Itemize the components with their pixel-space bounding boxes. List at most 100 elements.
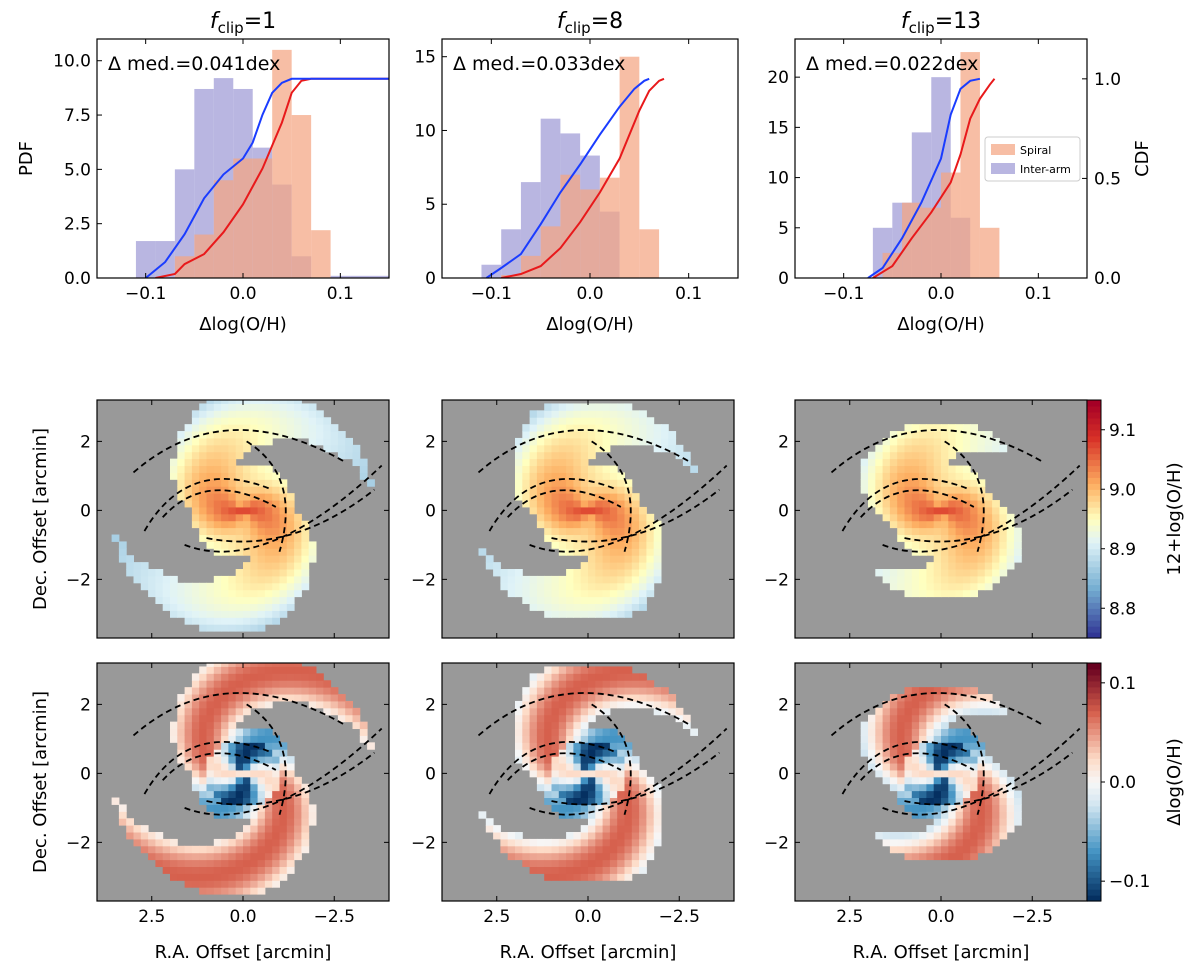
map-pixel — [595, 548, 604, 556]
map-pixel — [588, 410, 596, 418]
map-pixel — [272, 479, 280, 487]
map-pixel — [984, 838, 993, 847]
map-pixel — [573, 603, 582, 611]
map-pixel — [199, 424, 207, 432]
spiral-arm-contour — [477, 429, 691, 474]
map-pixel — [911, 728, 920, 736]
spiral-arm-contour — [551, 488, 720, 543]
map-pixel — [199, 403, 207, 411]
map-pixel — [588, 569, 596, 577]
map-pixel — [617, 472, 625, 480]
map-pixel — [588, 783, 596, 792]
map-pixel — [558, 596, 567, 605]
map-pixel — [646, 534, 655, 542]
map-pixel — [661, 444, 669, 453]
colorbar-segment — [1087, 799, 1101, 807]
map-pixel — [213, 728, 222, 736]
map-pixel — [323, 431, 332, 439]
spiral-arm-contour — [529, 727, 728, 816]
map-pixel — [243, 783, 251, 792]
map-pixel — [948, 694, 957, 702]
map-pixel — [646, 852, 655, 861]
map-pixel — [235, 479, 244, 487]
map-pixel — [631, 520, 640, 529]
map-pixel — [272, 486, 280, 494]
map-pixel — [191, 582, 200, 591]
map-pixel — [257, 596, 266, 605]
map-pixel — [566, 700, 574, 709]
colorbar-frame — [1086, 399, 1102, 639]
map-pixel — [544, 707, 552, 716]
map-pixel — [882, 513, 891, 522]
map-pixel — [257, 410, 266, 418]
map-pixel — [544, 513, 552, 522]
map-pixel — [162, 852, 171, 861]
map-pixel — [882, 763, 891, 771]
map-pixel — [904, 769, 913, 778]
map-pixel — [588, 424, 596, 432]
map-pixel — [235, 797, 244, 805]
map-pixel — [897, 500, 905, 508]
map-pixel — [646, 687, 655, 695]
map-pixel — [529, 763, 538, 771]
map-pixel — [140, 582, 149, 591]
map-pixel — [257, 624, 266, 632]
map-pixel — [941, 742, 949, 750]
map-pixel — [970, 486, 978, 494]
map-pixel — [558, 458, 567, 467]
map-pixel — [962, 513, 971, 522]
map-pixel — [646, 825, 655, 833]
colorbar-segment — [1087, 608, 1101, 615]
map-pixel — [631, 818, 640, 826]
map-pixel — [213, 617, 222, 625]
map-pixel — [941, 451, 949, 460]
map-pixel — [221, 582, 229, 591]
map-pixel — [243, 673, 251, 681]
legend-entry: Inter-arm — [1020, 163, 1071, 176]
map-pixel — [926, 506, 935, 515]
map-pixel — [941, 500, 949, 508]
map-pixel — [566, 410, 574, 418]
y-tick-label: 2 — [425, 432, 436, 452]
y-tick-label: 2 — [80, 432, 91, 452]
map-pixel — [558, 714, 567, 723]
map-pixel — [213, 707, 222, 716]
map-pixel — [624, 589, 633, 598]
map-pixel — [919, 479, 927, 487]
map-pixel — [904, 500, 913, 508]
map-pixel — [919, 804, 927, 812]
map-pixel — [257, 680, 266, 688]
map-pixel — [897, 694, 905, 702]
y-tick-label: 0 — [778, 764, 789, 784]
map-pixel — [235, 783, 244, 792]
map-pixel — [926, 769, 935, 778]
map-pixel — [558, 666, 567, 674]
map-pixel — [191, 610, 200, 618]
map-pixel — [191, 859, 200, 868]
map-pixel — [911, 493, 920, 501]
colorbar-segment — [1087, 811, 1101, 819]
map-pixel — [882, 444, 891, 453]
map-pixel — [977, 763, 986, 771]
map-pixel — [367, 742, 375, 750]
spiral-arm-contour — [944, 440, 985, 553]
map-pixel — [962, 548, 971, 556]
map-pixel — [286, 417, 295, 425]
map-pixel — [624, 694, 633, 702]
map-pixel — [624, 582, 633, 591]
map-pixel — [264, 866, 273, 874]
x-axis-label: R.A. Offset [arcmin] — [853, 942, 1030, 963]
map-pixel — [213, 400, 222, 404]
map-pixel — [602, 707, 611, 716]
map-pixel — [264, 575, 273, 584]
map-pixel — [221, 617, 229, 625]
map-pixel — [243, 811, 251, 819]
map-pixel — [294, 818, 302, 826]
map-pixel — [948, 852, 957, 861]
map-pixel — [897, 582, 905, 591]
map-pixel — [580, 444, 589, 453]
map-pixel — [624, 493, 633, 501]
map-pixel — [235, 790, 244, 799]
map-pixel — [257, 783, 266, 792]
map-pixel — [999, 555, 1008, 563]
